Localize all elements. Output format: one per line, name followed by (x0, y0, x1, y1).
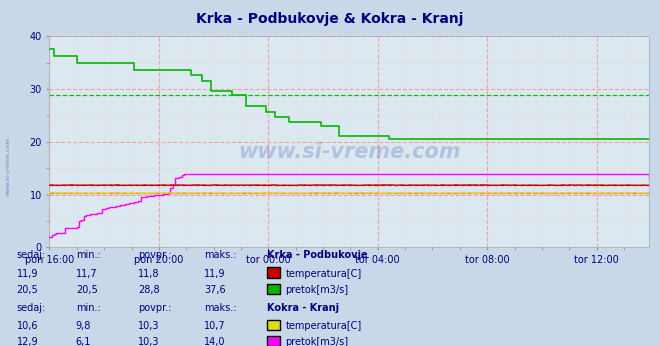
Text: 11,8: 11,8 (138, 269, 160, 279)
Text: 11,7: 11,7 (76, 269, 98, 279)
Text: min.:: min.: (76, 250, 101, 260)
Text: 12,9: 12,9 (16, 337, 38, 346)
Text: sedaj:: sedaj: (16, 303, 45, 313)
Text: min.:: min.: (76, 303, 101, 313)
Text: povpr.:: povpr.: (138, 250, 172, 260)
Text: povpr.:: povpr.: (138, 303, 172, 313)
Text: www.si-vreme.com: www.si-vreme.com (5, 136, 11, 196)
Text: temperatura[C]: temperatura[C] (285, 321, 362, 331)
Text: pretok[m3/s]: pretok[m3/s] (285, 285, 349, 295)
Text: maks.:: maks.: (204, 250, 237, 260)
Text: 37,6: 37,6 (204, 285, 226, 295)
Text: Krka - Podbukovje: Krka - Podbukovje (267, 250, 368, 260)
Text: sedaj:: sedaj: (16, 250, 45, 260)
Text: 10,6: 10,6 (16, 321, 38, 331)
Text: pretok[m3/s]: pretok[m3/s] (285, 337, 349, 346)
Text: 10,7: 10,7 (204, 321, 226, 331)
Text: Kokra - Kranj: Kokra - Kranj (267, 303, 339, 313)
Text: 28,8: 28,8 (138, 285, 160, 295)
Text: Krka - Podbukovje & Kokra - Kranj: Krka - Podbukovje & Kokra - Kranj (196, 12, 463, 26)
Text: 10,3: 10,3 (138, 337, 160, 346)
Text: 9,8: 9,8 (76, 321, 91, 331)
Text: 14,0: 14,0 (204, 337, 226, 346)
Text: 11,9: 11,9 (204, 269, 226, 279)
Text: maks.:: maks.: (204, 303, 237, 313)
Text: temperatura[C]: temperatura[C] (285, 269, 362, 279)
Text: 20,5: 20,5 (76, 285, 98, 295)
Text: www.si-vreme.com: www.si-vreme.com (238, 143, 461, 162)
Text: 10,3: 10,3 (138, 321, 160, 331)
Text: 11,9: 11,9 (16, 269, 38, 279)
Text: 6,1: 6,1 (76, 337, 91, 346)
Text: 20,5: 20,5 (16, 285, 38, 295)
